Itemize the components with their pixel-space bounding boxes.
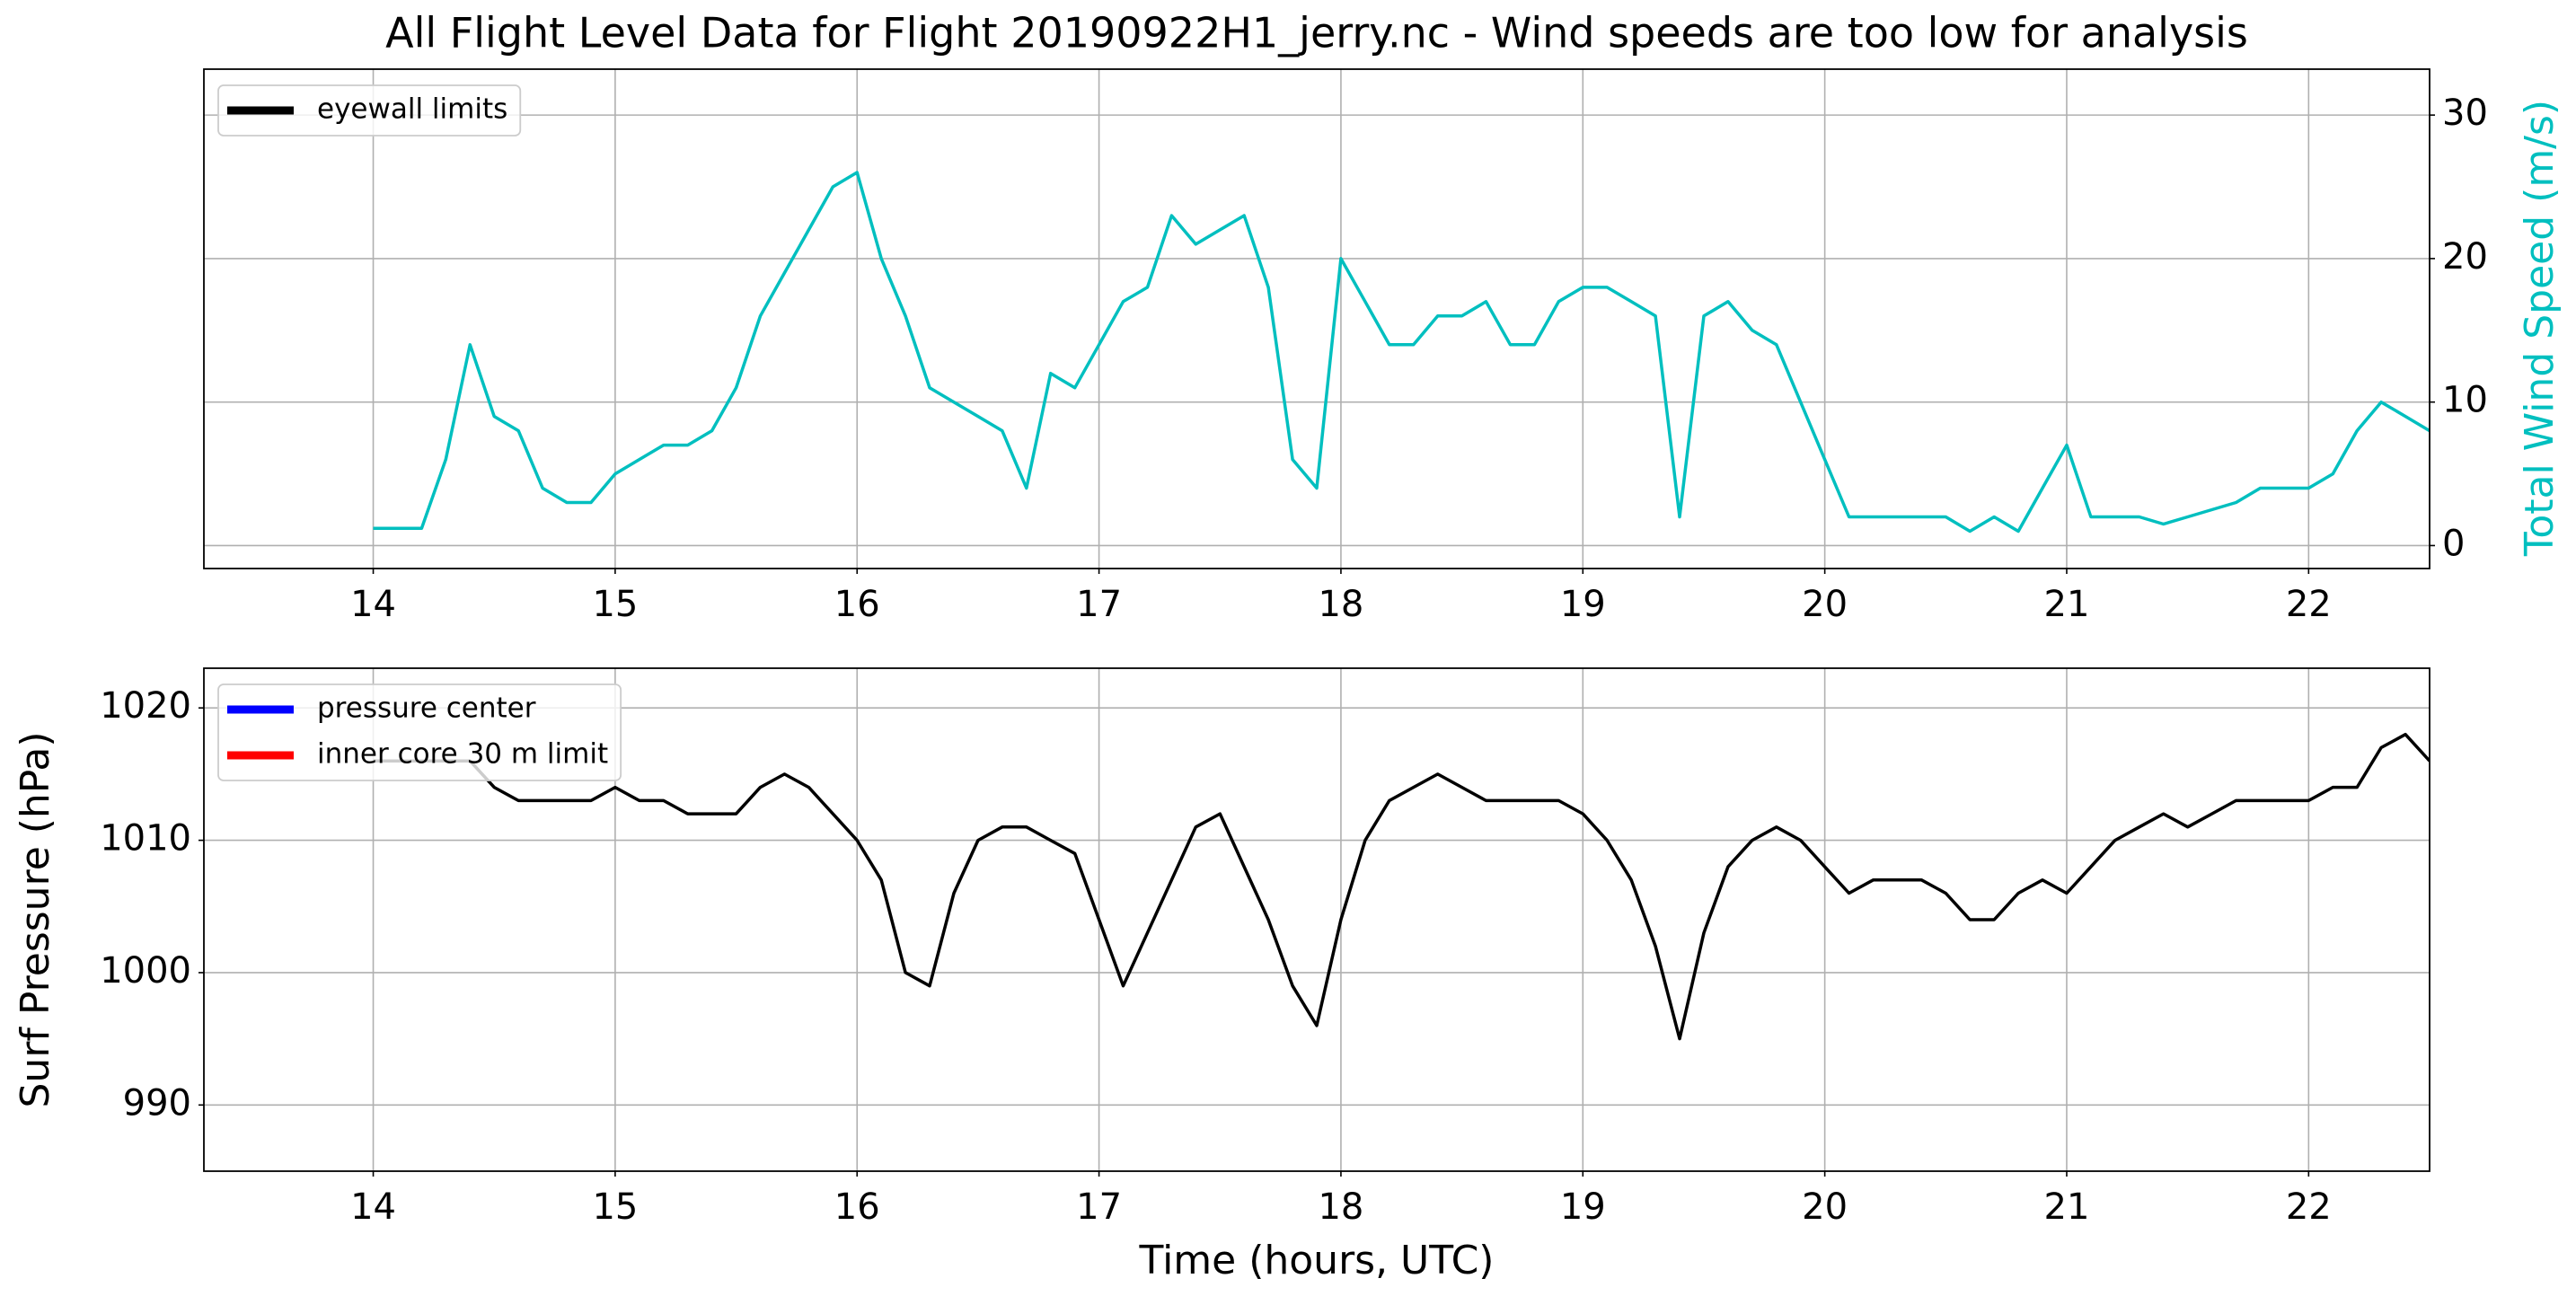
y-tick-label: 990 (123, 1082, 191, 1124)
x-tick-label: 18 (1318, 1186, 1363, 1228)
x-tick-label: 15 (592, 1186, 638, 1228)
x-tick-label: 19 (1560, 1186, 1606, 1228)
y-tick-label: 1010 (100, 818, 191, 860)
y-tick-label: 20 (2442, 236, 2488, 278)
x-tick-label: 16 (834, 1186, 880, 1228)
legend: pressure center inner core 30 m limit (217, 683, 622, 781)
x-tick-label: 22 (2286, 1186, 2332, 1228)
x-tick-label: 20 (1802, 584, 1848, 625)
x-tick-label: 21 (2044, 584, 2090, 625)
x-tick-label: 22 (2286, 584, 2332, 625)
x-tick-label: 18 (1318, 584, 1363, 625)
x-tick-label: 14 (350, 1186, 396, 1228)
x-tick-label: 16 (834, 584, 880, 625)
x-tick-label: 21 (2044, 1186, 2090, 1228)
x-tick-label: 19 (1560, 584, 1606, 625)
y-tick-label: 1020 (100, 685, 191, 727)
legend-label: inner core 30 m limit (317, 738, 608, 771)
y-tick-label: 10 (2442, 380, 2488, 421)
legend: eyewall limits (217, 84, 522, 137)
x-tick-label: 17 (1076, 1186, 1122, 1228)
legend-label: eyewall limits (317, 93, 507, 126)
chart-title: All Flight Level Data for Flight 2019092… (385, 9, 2248, 57)
y-axis-label: Surf Pressure (hPa) (13, 732, 58, 1108)
legend-label: pressure center (317, 692, 536, 725)
y2-axis-label: Total Wind Speed (m/s) (2517, 100, 2563, 557)
y-tick-label: 0 (2442, 523, 2465, 564)
data-line (373, 171, 2430, 533)
y-tick-label: 1000 (100, 950, 191, 992)
plot-frame (203, 667, 2430, 1172)
x-tick-label: 17 (1076, 584, 1122, 625)
y-tick-label: 30 (2442, 93, 2488, 134)
x-tick-label: 15 (592, 584, 638, 625)
x-tick-label: 14 (350, 584, 396, 625)
legend-frame (217, 683, 622, 781)
x-tick-label: 20 (1802, 1186, 1848, 1228)
x-axis-label: Time (hours, UTC) (1139, 1238, 1495, 1283)
data-line (373, 732, 2430, 1041)
plot-frame (203, 68, 2430, 569)
legend-frame (217, 84, 522, 137)
